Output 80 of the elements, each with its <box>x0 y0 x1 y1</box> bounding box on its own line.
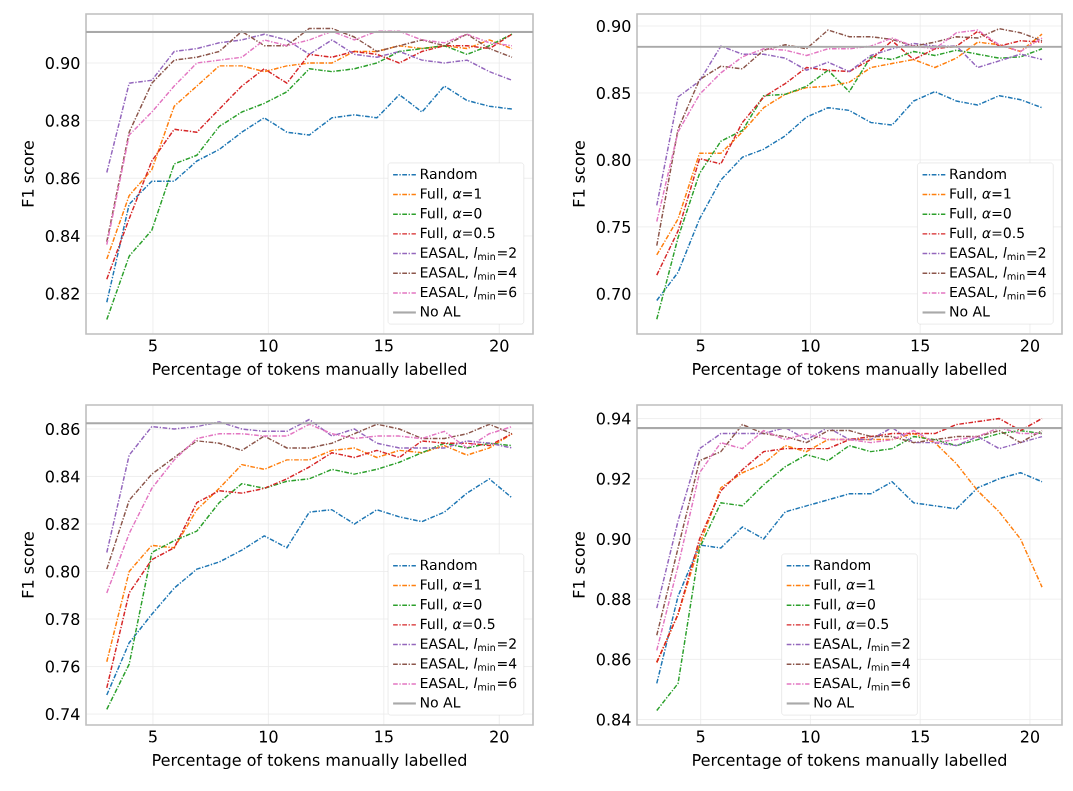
y-tick-label: 0.84 <box>45 229 80 243</box>
y-tick-label: 0.94 <box>596 412 631 425</box>
legend-label: Full, α=1 <box>814 578 875 592</box>
legend-label: No AL <box>420 306 461 317</box>
x-tick-label: 5 <box>149 339 157 352</box>
legend-label: Full, α=1 <box>420 578 482 592</box>
x-tick-label: 15 <box>911 730 929 743</box>
y-tick-label: 0.74 <box>45 708 80 721</box>
x-tick-label: 10 <box>802 339 820 352</box>
y-tick-label: 0.88 <box>45 114 80 127</box>
legend-label: No AL <box>420 697 461 708</box>
legend-label: Full, α=0 <box>814 598 875 611</box>
legend-label: Full, α=0 <box>420 598 482 611</box>
legend-label: Full, α=1 <box>950 187 1011 201</box>
legend-label: Full, α=0.5 <box>950 227 1024 240</box>
legend-label: EASAL, l$_{min}$=2 <box>420 638 516 652</box>
legend-label: EASAL, l$_{min}$=6 <box>814 677 910 691</box>
legend-label: Full, α=0.5 <box>814 618 889 631</box>
y-tick-label: 0.75 <box>596 220 631 233</box>
legend-label: EASAL, l$_{min}$=4 <box>950 266 1046 280</box>
legend-label: No AL <box>950 306 990 317</box>
y-tick-label: 0.90 <box>45 56 80 70</box>
x-axis-title: Percentage of tokens manually labelled <box>153 362 466 379</box>
x-tick-label: 5 <box>149 730 157 743</box>
y-tick-label: 0.85 <box>596 86 631 100</box>
y-tick-label: 0.82 <box>45 517 79 531</box>
y-tick-label: 0.80 <box>596 153 631 166</box>
y-axis-title: F1 score <box>572 532 585 598</box>
x-axis-title: Percentage of tokens manually labelled <box>693 362 1006 379</box>
y-tick-label: 0.76 <box>45 660 80 673</box>
x-tick-label: 20 <box>490 730 509 743</box>
legend-label: EASAL, l$_{min}$=2 <box>814 638 910 652</box>
y-tick-label: 0.70 <box>596 287 631 300</box>
x-tick-label: 15 <box>375 339 393 352</box>
x-axis-title: Percentage of tokens manually labelled <box>693 753 1006 770</box>
legend-label: Full, α=0.5 <box>420 618 495 631</box>
y-tick-label: 0.90 <box>596 532 631 545</box>
legend-label: Random <box>420 559 477 571</box>
legend-label: EASAL, l$_{min}$=2 <box>950 247 1046 261</box>
x-tick-label: 10 <box>259 339 278 352</box>
legend-label: Full, α=0 <box>950 207 1011 220</box>
x-tick-label: 10 <box>802 730 820 743</box>
x-tick-label: 10 <box>259 730 278 743</box>
legend-label: EASAL, l$_{min}$=6 <box>420 677 517 691</box>
y-tick-label: 0.88 <box>596 593 631 606</box>
y-tick-label: 0.80 <box>45 565 80 578</box>
legend-label: EASAL, l$_{min}$=2 <box>420 247 516 261</box>
y-tick-label: 0.86 <box>45 172 80 185</box>
legend-label: EASAL, l$_{min}$=4 <box>420 266 517 280</box>
line-series <box>656 429 1043 712</box>
legend-label: Full, α=1 <box>420 187 482 201</box>
legend-label: Full, α=0.5 <box>420 227 495 240</box>
y-tick-label: 0.86 <box>596 653 631 666</box>
y-axis-title: F1 score <box>21 141 34 207</box>
y-tick-label: 0.78 <box>45 612 80 626</box>
y-tick-label: 0.92 <box>596 472 630 485</box>
legend-label: Random <box>814 559 870 571</box>
x-tick-label: 20 <box>1020 730 1040 743</box>
x-tick-label: 15 <box>911 339 929 352</box>
legend-label: EASAL, l$_{min}$=4 <box>420 657 517 671</box>
y-axis-title: F1 score <box>21 532 34 598</box>
legend-label: Random <box>420 168 477 180</box>
legend-label: Random <box>950 168 1006 180</box>
y-tick-label: 0.86 <box>45 422 80 436</box>
y-tick-label: 0.84 <box>596 713 631 726</box>
legend-label: EASAL, l$_{min}$=6 <box>420 286 517 300</box>
y-axis-title: F1 score <box>572 141 585 207</box>
legend-label: EASAL, l$_{min}$=4 <box>814 657 910 671</box>
x-tick-label: 15 <box>375 730 393 743</box>
legend-label: EASAL, l$_{min}$=6 <box>950 286 1046 300</box>
y-tick-label: 0.84 <box>45 470 80 483</box>
x-tick-label: 20 <box>490 339 509 352</box>
legend-label: No AL <box>814 697 854 708</box>
y-tick-label: 0.82 <box>45 287 79 300</box>
legend-label: Full, α=0 <box>420 207 482 220</box>
x-tick-label: 5 <box>696 339 705 352</box>
y-tick-label: 0.90 <box>596 19 631 33</box>
x-tick-label: 5 <box>696 730 705 743</box>
x-tick-label: 20 <box>1020 339 1040 352</box>
x-axis-title: Percentage of tokens manually labelled <box>153 753 466 770</box>
